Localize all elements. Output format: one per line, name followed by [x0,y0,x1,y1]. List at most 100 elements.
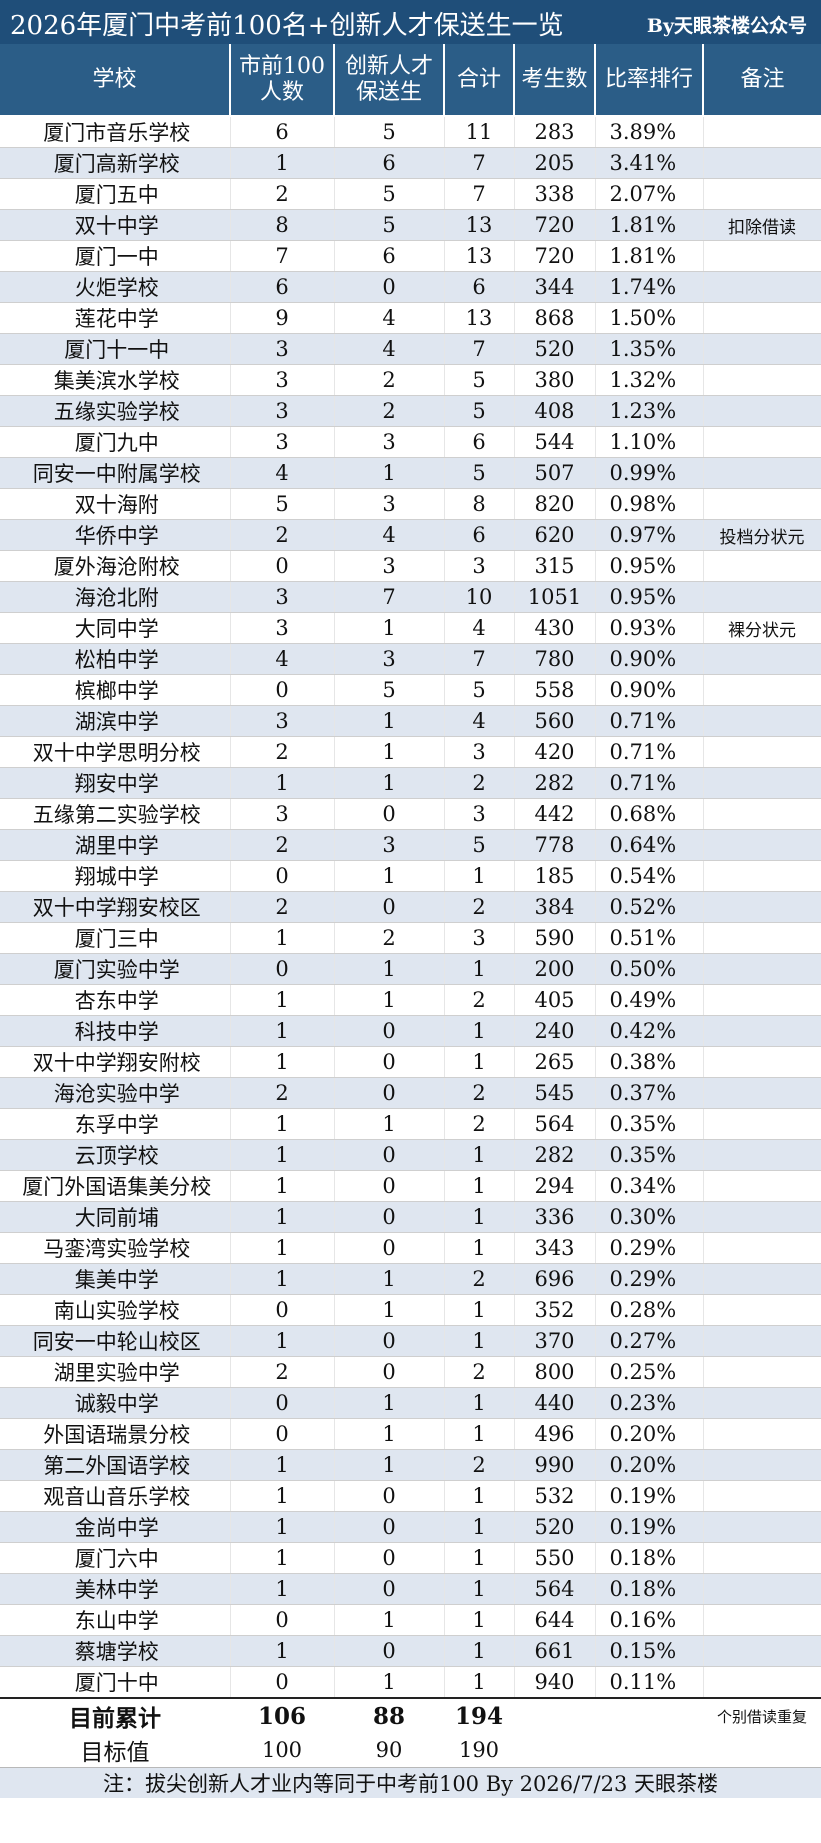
school-name: 厦外海沧附校 [0,550,231,582]
top100-count: 0 [230,1387,335,1419]
top100-count: 6 [230,271,335,303]
ratio: 0.19% [595,1480,704,1512]
header-total: 合计 [444,44,515,117]
top100-count: 2 [230,891,335,923]
ratio: 0.20% [595,1418,704,1450]
table-row: 观音山音乐学校 1 0 1 532 0.19% [0,1480,821,1512]
candidate-count: 405 [514,984,596,1016]
ratio: 0.34% [595,1170,704,1202]
table-row: 华侨中学 2 4 6 620 0.97% 投档分状元 [0,519,821,551]
table-row: 海沧北附 3 7 10 1051 0.95% [0,581,821,613]
target-label: 目标值 [80,1740,150,1766]
candidate-count: 780 [514,643,596,675]
candidate-count: 185 [514,860,596,892]
table-row: 东山中学 0 1 1 644 0.16% [0,1604,821,1636]
talent-count: 1 [334,736,445,768]
candidate-count: 940 [514,1666,596,1699]
talent-count: 0 [334,1480,445,1512]
ranking-table: 学校 市前100 人数 创新人才 保送生 合计 考生数 比率排行 备注 厦门市音乐学… [0,44,821,1798]
footer-note: 注：拔尖创新人才业内等同于中考前100 By 2026/7/23 天眼茶楼 [0,1767,821,1798]
note [703,271,821,303]
talent-count: 0 [334,1542,445,1574]
total-count: 2 [444,1108,515,1140]
table-row: 大同前埔 1 0 1 336 0.30% [0,1201,821,1233]
talent-count: 7 [334,581,445,613]
note [703,1356,821,1388]
candidate-count: 380 [514,364,596,396]
note [703,1635,821,1667]
top100-count: 3 [230,581,335,613]
note [703,1418,821,1450]
total-count: 4 [444,612,515,644]
total-count: 5 [444,395,515,427]
ratio: 0.35% [595,1108,704,1140]
top100-count: 2 [230,1077,335,1109]
top100-count: 0 [230,1294,335,1326]
candidate-count: 720 [514,240,596,272]
candidate-count: 408 [514,395,596,427]
table-row: 湖滨中学 3 1 4 560 0.71% [0,705,821,737]
table-row: 马銮湾实验学校 1 0 1 343 0.29% [0,1232,821,1264]
ratio: 0.51% [595,922,704,954]
table-row: 莲花中学 9 4 13 868 1.50% [0,302,821,334]
candidate-count: 370 [514,1325,596,1357]
ratio: 0.99% [595,457,704,489]
candidate-count: 558 [514,674,596,706]
total-count: 7 [444,178,515,210]
total-count: 5 [444,829,515,861]
ratio: 0.18% [595,1573,704,1605]
total-count: 13 [444,302,515,334]
ratio: 0.20% [595,1449,704,1481]
total-count: 1 [444,1294,515,1326]
top100-count: 0 [230,953,335,985]
candidate-count: 532 [514,1480,596,1512]
note [703,1139,821,1171]
ratio: 0.97% [595,519,704,551]
top100-count: 1 [230,1170,335,1202]
total-count: 2 [444,891,515,923]
table-row: 翔城中学 0 1 1 185 0.54% [0,860,821,892]
table-row: 东孚中学 1 1 2 564 0.35% [0,1108,821,1140]
table-row: 美林中学 1 0 1 564 0.18% [0,1573,821,1605]
table-row: 火炬学校 6 0 6 344 1.74% [0,271,821,303]
talent-count: 0 [334,1139,445,1171]
note [703,488,821,520]
total-count: 7 [444,333,515,365]
table-row: 厦外海沧附校 0 3 3 315 0.95% [0,550,821,582]
total-count: 2 [444,1077,515,1109]
total-count: 1 [444,1015,515,1047]
candidate-count: 778 [514,829,596,861]
candidate-count: 644 [514,1604,596,1636]
talent-count: 0 [334,1356,445,1388]
total-count: 2 [444,984,515,1016]
ratio: 0.29% [595,1232,704,1264]
total-count: 1 [444,860,515,892]
top100-count: 4 [230,457,335,489]
target-blank [595,1733,703,1768]
table-row: 同安一中附属学校 4 1 5 507 0.99% [0,457,821,489]
school-name: 杏东中学 [0,984,231,1016]
candidate-count: 696 [514,1263,596,1295]
school-name: 外国语瑞景分校 [0,1418,231,1450]
ratio: 0.15% [595,1635,704,1667]
ratio: 0.25% [595,1356,704,1388]
note: 裸分状元 [703,612,821,644]
note [703,891,821,923]
title-bar: 2026年厦门中考前100名+创新人才保送生一览 By天眼茶楼公众号 [0,0,821,44]
school-name: 大同中学 [0,612,231,644]
school-name: 诚毅中学 [0,1387,231,1419]
top100-count: 6 [230,116,335,148]
note [703,1108,821,1140]
talent-count: 0 [334,1015,445,1047]
top100-count: 1 [230,1449,335,1481]
table-row: 海沧实验中学 2 0 2 545 0.37% [0,1077,821,1109]
candidate-count: 282 [514,1139,596,1171]
candidate-count: 560 [514,705,596,737]
note [703,147,821,179]
summary-talent: 88 [334,1697,444,1733]
ratio: 0.37% [595,1077,704,1109]
school-name: 双十中学翔安校区 [0,891,231,923]
summary-row: 目前累计 106 88 194 个别借读重复 [0,1697,821,1733]
talent-count: 3 [334,488,445,520]
top100-count: 0 [230,674,335,706]
